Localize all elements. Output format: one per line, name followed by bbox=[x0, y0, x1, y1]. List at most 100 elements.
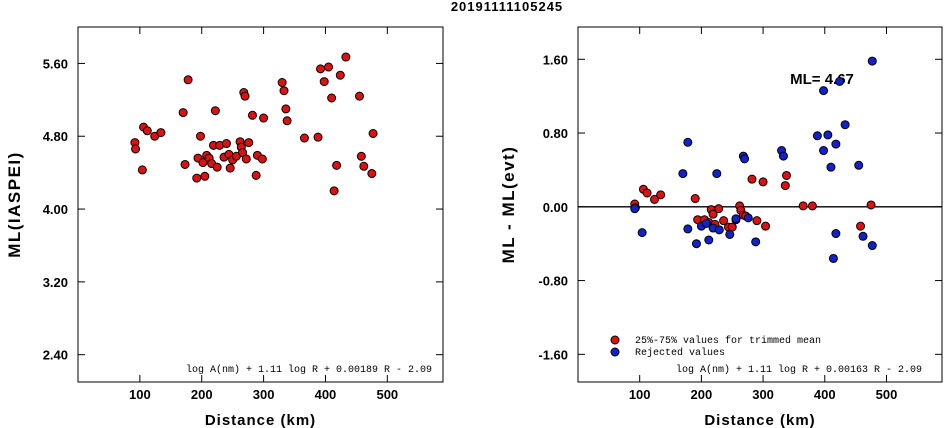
data-point bbox=[367, 169, 377, 179]
data-point bbox=[210, 106, 220, 116]
x-tick-label: 200 bbox=[191, 387, 213, 402]
data-point bbox=[831, 139, 841, 149]
data-point bbox=[701, 218, 711, 228]
data-point bbox=[778, 151, 788, 161]
x-tick-label: 300 bbox=[752, 387, 774, 402]
ml-annotation: ML= 4.67 bbox=[790, 71, 854, 88]
formula-text: log A(nm) + 1.11 log R + 0.00163 R - 2.0… bbox=[676, 364, 922, 376]
data-point bbox=[642, 188, 652, 198]
data-point bbox=[780, 181, 790, 191]
data-point bbox=[714, 204, 724, 214]
data-point bbox=[725, 229, 735, 239]
data-point bbox=[690, 194, 700, 204]
data-point bbox=[131, 144, 141, 154]
data-point bbox=[761, 221, 771, 231]
data-point bbox=[819, 146, 829, 156]
data-point bbox=[819, 86, 829, 96]
data-point bbox=[683, 137, 693, 147]
data-point bbox=[812, 131, 822, 141]
y-tick-label: 1.60 bbox=[543, 52, 568, 67]
data-point bbox=[731, 214, 741, 224]
data-point bbox=[200, 171, 210, 181]
data-point bbox=[354, 91, 364, 101]
legend-label: 25%-75% values for trimmed mean bbox=[635, 335, 821, 347]
data-point bbox=[183, 75, 193, 85]
data-point bbox=[247, 110, 257, 120]
plot-frame bbox=[577, 26, 943, 383]
data-point bbox=[831, 229, 841, 239]
data-point bbox=[313, 132, 323, 142]
y-tick-label: 3.20 bbox=[43, 275, 68, 290]
data-point bbox=[279, 86, 289, 96]
y-tick-label: 4.00 bbox=[43, 202, 68, 217]
data-point bbox=[678, 169, 688, 179]
data-point bbox=[650, 194, 660, 204]
y-tick-label: -1.60 bbox=[538, 347, 568, 362]
x-tick-label: 400 bbox=[315, 387, 337, 402]
data-point bbox=[743, 213, 753, 223]
x-axis-label: Distance (km) bbox=[704, 412, 815, 428]
data-point bbox=[712, 169, 722, 179]
data-point bbox=[192, 173, 202, 183]
data-point bbox=[714, 225, 724, 235]
y-tick-label: -0.80 bbox=[538, 274, 568, 289]
y-axis-label: ML(IASPEI) bbox=[5, 151, 24, 258]
data-point bbox=[281, 104, 291, 114]
data-point bbox=[368, 129, 378, 138]
data-point bbox=[142, 126, 152, 136]
x-tick-label: 400 bbox=[814, 387, 836, 402]
y-axis-label: ML - ML(evt) bbox=[499, 146, 518, 264]
data-point bbox=[225, 163, 235, 173]
data-point bbox=[747, 174, 757, 184]
data-point bbox=[244, 138, 254, 148]
data-point bbox=[221, 139, 231, 149]
right-panel-residual-vs-distance: 100 200 300 400 500 -1.60 -0.80 0.00 0.80 1.60 Dis… bbox=[499, 26, 943, 428]
data-point bbox=[758, 177, 768, 187]
data-point bbox=[259, 113, 269, 123]
data-point bbox=[683, 224, 693, 234]
data-point bbox=[782, 170, 792, 180]
data-point bbox=[332, 160, 342, 170]
data-point bbox=[341, 52, 351, 62]
data-point bbox=[807, 201, 817, 211]
y-tick-label: 5.60 bbox=[43, 56, 68, 71]
x-tick-label: 500 bbox=[876, 387, 898, 402]
x-tick-label: 200 bbox=[691, 387, 713, 402]
data-point bbox=[856, 221, 866, 231]
plot-frame bbox=[77, 26, 444, 383]
data-point bbox=[867, 241, 877, 251]
data-point bbox=[708, 209, 718, 219]
data-point bbox=[637, 228, 647, 238]
data-point bbox=[835, 76, 845, 86]
data-point bbox=[823, 130, 833, 140]
data-point bbox=[867, 56, 877, 66]
formula-text: log A(nm) + 1.11 log R + 0.00189 R - 2.0… bbox=[186, 364, 432, 376]
data-point bbox=[740, 154, 750, 164]
data-point bbox=[277, 78, 287, 88]
data-point bbox=[858, 231, 868, 241]
data-point bbox=[751, 237, 761, 247]
data-point bbox=[327, 93, 337, 103]
data-point bbox=[840, 120, 850, 130]
y-tick-label: 2.40 bbox=[43, 348, 68, 363]
y-tick-label: 0.80 bbox=[543, 126, 568, 141]
data-point bbox=[866, 200, 876, 210]
data-point bbox=[195, 131, 205, 141]
data-point bbox=[828, 253, 838, 263]
data-point bbox=[156, 128, 166, 138]
data-point bbox=[798, 201, 808, 211]
data-point bbox=[137, 165, 147, 175]
x-tick-label: 300 bbox=[253, 387, 275, 402]
data-point bbox=[282, 116, 292, 126]
data-point bbox=[727, 222, 737, 232]
left-panel-ml-vs-distance: 100 200 300 400 500 2.40 3.20 4.00 4.80 5.60 Dista… bbox=[5, 26, 444, 428]
x-axis-label: Distance (km) bbox=[205, 412, 316, 428]
data-point bbox=[178, 108, 188, 118]
data-point bbox=[324, 62, 334, 72]
data-point bbox=[241, 154, 251, 164]
data-point bbox=[299, 133, 309, 143]
data-point bbox=[329, 186, 339, 196]
x-tick-label: 100 bbox=[129, 387, 151, 402]
data-point bbox=[257, 154, 267, 164]
